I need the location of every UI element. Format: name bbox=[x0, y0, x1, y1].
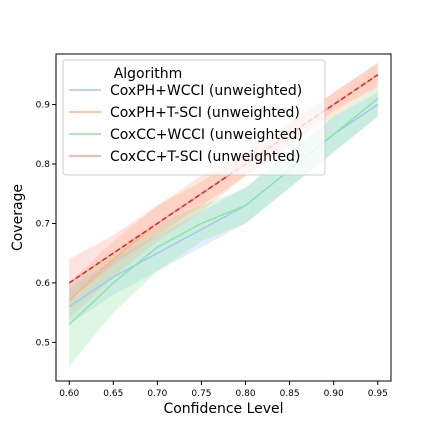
reference-line bbox=[68, 74, 379, 284]
series-line-2 bbox=[68, 98, 379, 326]
reference-line-group bbox=[68, 74, 379, 284]
x-axis-label: Confidence Level bbox=[163, 401, 283, 417]
legend-label-1: CoxPH+T-SCI (unweighted) bbox=[110, 105, 300, 121]
legend-label-3: CoxCC+T-SCI (unweighted) bbox=[110, 149, 300, 165]
y-axis: 0.5 0.6 0.7 0.8 0.9 bbox=[36, 101, 56, 348]
x-tick-label-2: 0.70 bbox=[147, 389, 167, 399]
y-tick-label-3: 0.8 bbox=[36, 160, 51, 170]
legend-box bbox=[62, 59, 326, 176]
x-tick-label-6: 0.90 bbox=[324, 389, 344, 399]
x-tick-label-5: 0.85 bbox=[280, 389, 300, 399]
plot-frame bbox=[55, 53, 392, 382]
x-tick-label-0: 0.60 bbox=[59, 389, 79, 399]
x-tick-label-3: 0.75 bbox=[191, 389, 211, 399]
y-tick-label-2: 0.7 bbox=[36, 219, 50, 229]
x-tick-label-1: 0.65 bbox=[103, 389, 123, 399]
x-tick-label-4: 0.80 bbox=[236, 389, 256, 399]
legend-title: Algorithm bbox=[114, 66, 183, 82]
legend-label-0: CoxPH+WCCI (unweighted) bbox=[110, 83, 302, 99]
y-axis-label: Coverage bbox=[10, 184, 26, 251]
y-tick-label-0: 0.5 bbox=[36, 338, 50, 348]
x-axis: 0.60 0.65 0.70 0.75 0.80 0.85 0.90 0.95 bbox=[59, 381, 388, 399]
x-tick-label-7: 0.95 bbox=[368, 389, 388, 399]
y-tick-label-4: 0.9 bbox=[36, 101, 51, 111]
y-tick-label-1: 0.6 bbox=[36, 279, 51, 289]
legend-label-2: CoxCC+WCCI (unweighted) bbox=[110, 127, 303, 143]
